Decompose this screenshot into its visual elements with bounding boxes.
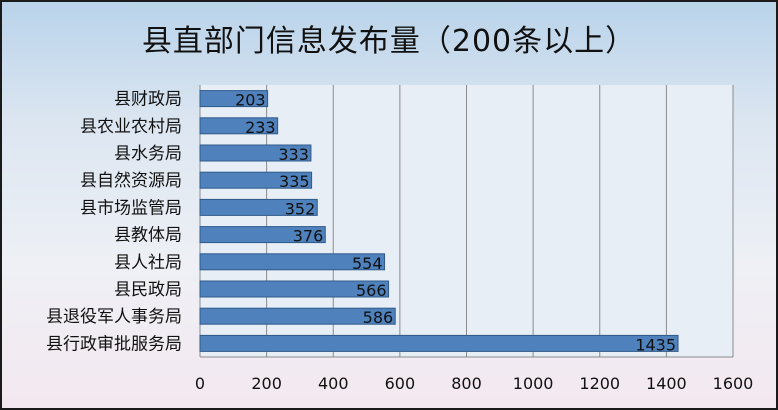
- bar: [199, 226, 326, 244]
- data-label: 203: [235, 91, 266, 110]
- bar: [199, 90, 269, 108]
- bar: [199, 307, 396, 325]
- data-label: 333: [278, 145, 309, 164]
- x-tick-label: 1000: [513, 374, 554, 393]
- data-label: 586: [363, 308, 394, 327]
- bar: [199, 171, 313, 189]
- bar: [199, 117, 279, 135]
- category-label: 县行政审批服务局: [46, 334, 182, 354]
- category-label: 县教体局: [114, 226, 182, 246]
- data-label: 566: [356, 281, 387, 300]
- category-label: 县退役军人事务局: [46, 307, 182, 327]
- category-label: 县财政局: [114, 90, 182, 110]
- x-tick-label: 200: [251, 374, 282, 393]
- x-tick-label: 800: [451, 374, 482, 393]
- x-tick-label: 1400: [646, 374, 687, 393]
- data-label: 554: [352, 254, 383, 273]
- category-label: 县民政局: [114, 280, 182, 300]
- data-label: 233: [245, 118, 276, 137]
- category-label: 县自然资源局: [80, 171, 182, 191]
- data-label: 352: [285, 199, 316, 218]
- x-tick-label: 600: [385, 374, 416, 393]
- category-label: 县农业农村局: [80, 117, 182, 137]
- x-tick-label: 1200: [579, 374, 620, 393]
- chart-title: 县直部门信息发布量（200条以上）: [141, 24, 637, 59]
- category-label: 县市场监管局: [80, 198, 182, 218]
- bar: [199, 334, 679, 352]
- category-label: 县人社局: [114, 253, 182, 273]
- x-tick-label: 1600: [713, 374, 754, 393]
- bar: [199, 198, 318, 216]
- category-label: 县水务局: [114, 144, 182, 164]
- x-tick-label: 0: [195, 374, 205, 393]
- data-label: 1435: [635, 335, 676, 354]
- bar: [199, 144, 312, 162]
- bar: [199, 253, 386, 271]
- data-label: 335: [279, 172, 310, 191]
- data-label: 376: [293, 227, 324, 246]
- bar: [199, 280, 390, 298]
- x-tick-label: 400: [318, 374, 349, 393]
